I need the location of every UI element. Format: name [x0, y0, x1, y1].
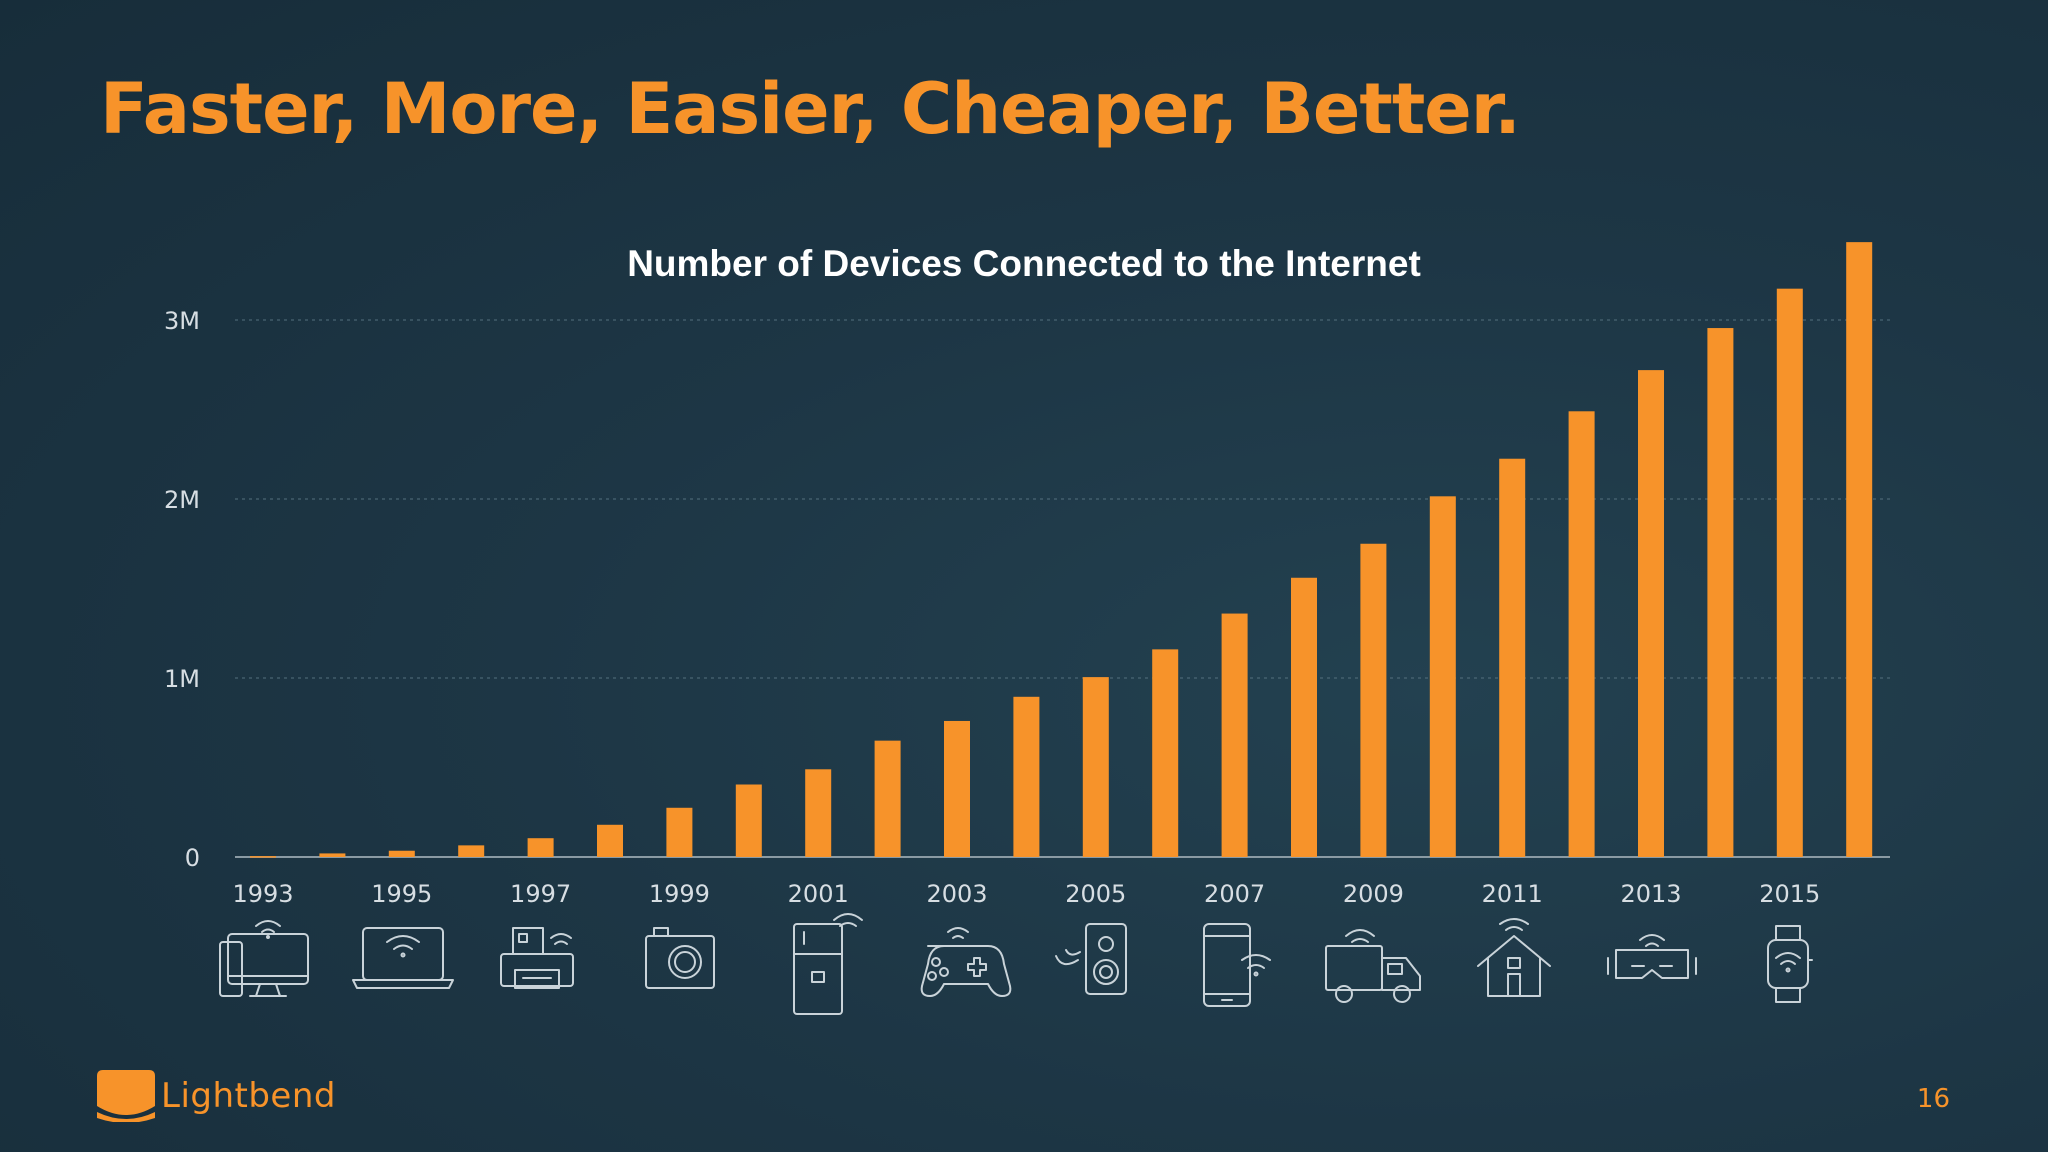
bar-1997 — [527, 838, 554, 857]
printer-icon — [500, 927, 574, 989]
x-tick-label: 2011 — [1482, 880, 1543, 908]
x-tick-label: 2013 — [1620, 880, 1681, 908]
bar-2011 — [1499, 458, 1526, 857]
lightbend-logo-icon — [97, 1070, 155, 1122]
slide-title: Faster, More, Easier, Cheaper, Better. — [100, 68, 1521, 150]
bar-2006 — [1152, 649, 1179, 857]
camera-icon — [645, 927, 715, 989]
bar-2012 — [1568, 411, 1595, 857]
x-tick-label: 2005 — [1065, 880, 1126, 908]
y-tick-label: 0 — [185, 844, 200, 872]
bar-2009 — [1360, 543, 1387, 857]
brand-logo: Lightbend — [97, 1070, 336, 1122]
x-axis-ticks: 1993 1995 1997 1999 2001 2003 2005 2007 2009 2011… — [232, 880, 1820, 908]
bar-1998 — [597, 824, 623, 857]
smart-home-icon — [1477, 918, 1551, 997]
smartwatch-icon — [1767, 925, 1813, 1003]
bar-2013 — [1638, 370, 1664, 857]
y-axis-ticks: 0 1M 2M 3M — [164, 307, 200, 872]
x-tick-label: 1995 — [371, 880, 432, 908]
y-tick-label: 2M — [164, 486, 200, 514]
x-tick-label: 1993 — [232, 880, 293, 908]
y-tick-label: 1M — [164, 665, 200, 693]
truck-icon — [1325, 929, 1421, 1003]
bar-1995 — [388, 850, 415, 857]
bar-2015 — [1776, 288, 1803, 857]
bar-2004 — [1013, 696, 1040, 857]
chart-grid — [235, 319, 1890, 858]
bar-1996 — [458, 845, 485, 857]
y-tick-label: 3M — [164, 307, 200, 335]
bar-2001 — [805, 769, 832, 857]
chart-bars — [250, 242, 1873, 858]
chart-title: Number of Devices Connected to the Inter… — [627, 243, 1421, 284]
bar-2002 — [874, 740, 901, 857]
bar-2000 — [735, 784, 762, 857]
gamepad-icon — [920, 927, 1012, 997]
fridge-icon — [793, 913, 863, 1015]
x-tick-label: 2015 — [1759, 880, 1820, 908]
brand-name: Lightbend — [161, 1076, 336, 1116]
x-tick-label: 1997 — [510, 880, 571, 908]
desktop-icon — [219, 920, 309, 997]
bar-1993 — [250, 856, 276, 858]
bar-1999 — [666, 807, 693, 857]
device-icons — [219, 913, 1813, 1015]
x-tick-label: 1999 — [649, 880, 710, 908]
bar-2010 — [1429, 496, 1456, 857]
bar-2007 — [1221, 613, 1248, 857]
bar-2016 — [1846, 242, 1873, 857]
bar-1994 — [319, 853, 346, 857]
speaker-icon — [1055, 923, 1127, 995]
bar-2008 — [1291, 577, 1317, 857]
vr-headset-icon — [1607, 934, 1697, 979]
x-tick-label: 2001 — [788, 880, 849, 908]
x-tick-label: 2003 — [926, 880, 987, 908]
bar-2005 — [1082, 677, 1109, 857]
bar-2003 — [944, 720, 970, 857]
x-tick-label: 2009 — [1343, 880, 1404, 908]
laptop-icon — [352, 927, 454, 989]
smartphone-icon — [1203, 923, 1271, 1007]
bar-2014 — [1707, 328, 1734, 857]
x-tick-label: 2007 — [1204, 880, 1265, 908]
page-number: 16 — [1916, 1084, 1950, 1114]
